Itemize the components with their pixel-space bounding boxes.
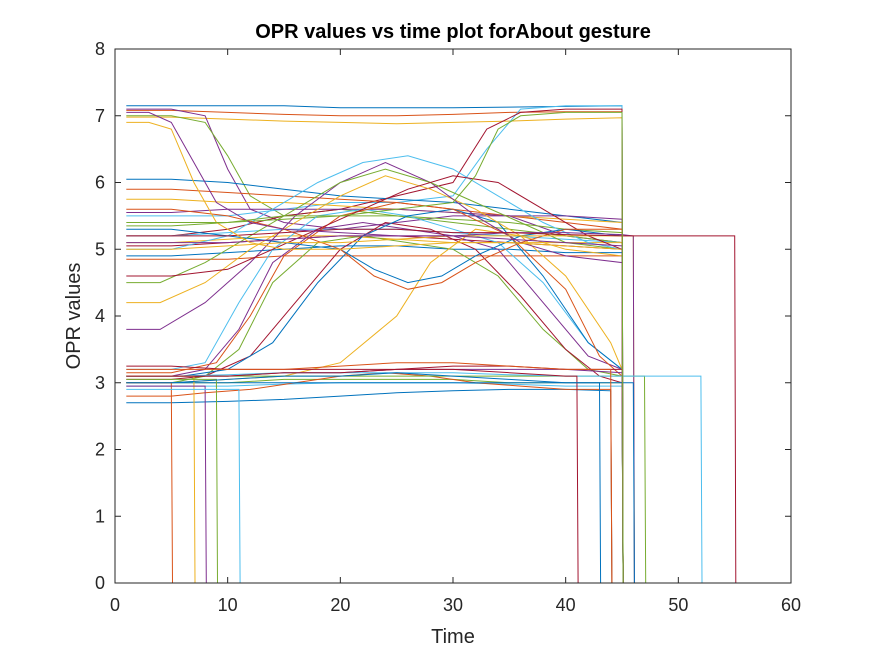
- series-line-52: [126, 111, 624, 584]
- series-line-22: [126, 201, 624, 584]
- series-line-5: [126, 105, 624, 584]
- x-tick-label-3: 30: [443, 595, 463, 615]
- series-line-30: [126, 175, 624, 584]
- y-tick-label-7: 7: [95, 106, 105, 126]
- chart-title: OPR values vs time plot forAbout gesture: [255, 21, 651, 43]
- series-line-47: [126, 388, 241, 584]
- series-line-31: [126, 161, 624, 584]
- series-line-20: [126, 221, 624, 584]
- series-line-2: [126, 116, 624, 584]
- series-line-6: [126, 108, 624, 584]
- y-tick-label-5: 5: [95, 239, 105, 259]
- x-tick-label-5: 50: [668, 595, 688, 615]
- x-axis-label: Time: [431, 626, 475, 648]
- x-tick-label-1: 10: [218, 595, 238, 615]
- y-tick-label-0: 0: [95, 573, 105, 593]
- series-line-36: [126, 208, 624, 584]
- series-line-7: [126, 178, 624, 584]
- series-line-53: [126, 111, 624, 584]
- series-line-50: [126, 362, 613, 584]
- series-line-19: [126, 208, 624, 584]
- series-line-40: [126, 372, 703, 584]
- y-tick-label-3: 3: [95, 373, 105, 393]
- series-line-49: [126, 372, 602, 584]
- x-tick-label-6: 60: [781, 595, 801, 615]
- y-tick-label-4: 4: [95, 306, 105, 326]
- series-line-1: [126, 109, 624, 584]
- series-line-42: [126, 382, 635, 584]
- x-tick-label-0: 0: [110, 595, 120, 615]
- series-layer: [126, 105, 737, 584]
- x-tick-label-4: 40: [556, 595, 576, 615]
- series-line-11: [126, 215, 624, 584]
- series-line-51: [126, 121, 624, 584]
- y-tick-label-2: 2: [95, 440, 105, 460]
- series-line-46: [126, 378, 218, 584]
- y-axis-label: OPR values: [63, 263, 85, 370]
- tick-layer: 0 10 20 30 40 50 60 0 1 2 3 4 5 6 7 8: [95, 39, 801, 615]
- x-tick-label-2: 20: [330, 595, 350, 615]
- series-line-15: [126, 255, 624, 584]
- series-line-45: [126, 385, 207, 584]
- plot-area: [115, 49, 791, 583]
- y-tick-label-8: 8: [95, 39, 105, 59]
- y-tick-label-6: 6: [95, 173, 105, 193]
- series-line-48: [126, 368, 579, 584]
- y-tick-label-1: 1: [95, 506, 105, 526]
